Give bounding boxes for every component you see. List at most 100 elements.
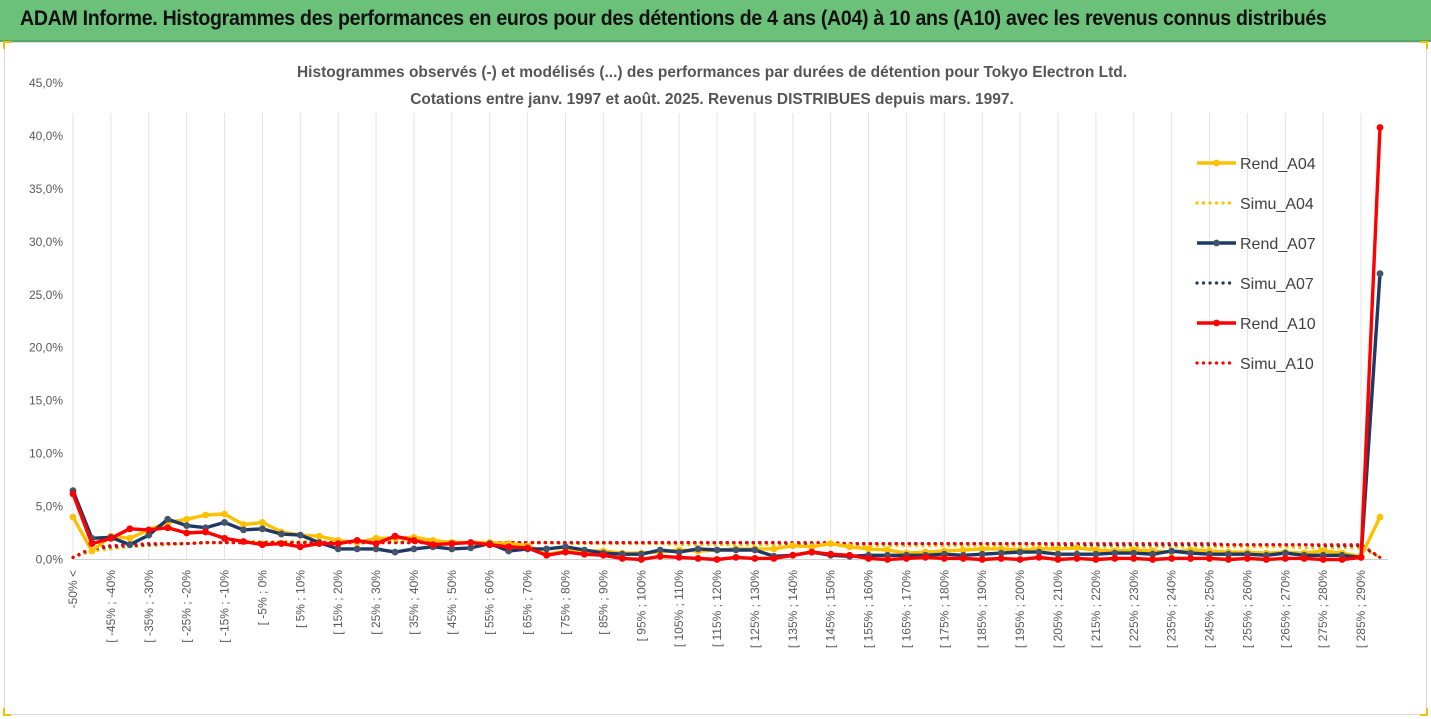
data-point-rend-a07 (145, 531, 153, 539)
x-tick-label: [ 155% ; 160% (862, 570, 876, 648)
legend: Rend_A04 Simu_A04 Rend_A07 Simu_A07 Rend_A10… (1195, 156, 1316, 373)
data-point-rend-a07 (732, 546, 740, 554)
x-tick-label: [ 115% ; 120% (710, 570, 724, 647)
data-point-rend-a10 (1262, 556, 1270, 563)
x-tick-label: [ 135% ; 140% (786, 570, 800, 648)
data-point-rend-a07 (1054, 550, 1062, 558)
data-point-rend-a07 (675, 548, 683, 556)
y-tick-label: 0,0% (36, 553, 64, 567)
data-point-rend-a07 (240, 526, 247, 534)
x-tick-label: [ 205% ; 210% (1051, 570, 1065, 648)
report-title: ADAM Informe. Histogrammes des performan… (20, 7, 1327, 30)
legend-item: Simu_A10 (1195, 356, 1314, 373)
data-point-rend-a07 (713, 546, 721, 554)
data-point-rend-a10 (1357, 553, 1365, 561)
x-tick-label: [ 285% ; 290% (1354, 570, 1368, 648)
data-point-rend-a04 (1054, 545, 1062, 553)
data-point-rend-a10 (789, 551, 797, 559)
x-tick-label: [ 125% ; 130% (748, 570, 762, 648)
legend-marker (1213, 239, 1220, 247)
data-point-rend-a07 (467, 544, 475, 552)
x-tick-label: [ 145% ; 150% (824, 570, 838, 648)
data-point-rend-a07 (353, 545, 361, 553)
legend-item: Simu_A04 (1195, 196, 1314, 213)
legend-marker (1213, 159, 1220, 167)
frame-corner-marker (3, 41, 11, 49)
x-tick-label: [ 245% ; 250% (1203, 570, 1217, 648)
data-point-rend-a04 (183, 515, 191, 523)
data-point-rend-a10 (997, 555, 1005, 562)
data-point-rend-a07 (694, 545, 702, 553)
x-tick-label: [ 165% ; 170% (899, 570, 913, 648)
frame-corner-marker (3, 708, 11, 716)
data-point-rend-a10 (221, 534, 228, 542)
x-tick-label: [ 255% ; 260% (1240, 570, 1254, 648)
x-tick-label: [ 65% ; 70% (521, 570, 535, 635)
data-point-rend-a07 (1111, 549, 1119, 557)
data-point-rend-a10 (467, 539, 475, 546)
x-tick-label: [ -25% ; -20% (180, 570, 194, 643)
x-axis: -50% < [ -45% ; -40% [ -35% ; -30% [ -25% ;… (66, 570, 1368, 648)
data-point-rend-a10 (1225, 556, 1232, 563)
data-point-rend-a10 (1168, 555, 1176, 562)
plot-area (69, 124, 1384, 563)
data-point-rend-a07 (997, 549, 1005, 557)
data-point-rend-a10 (353, 537, 361, 544)
data-point-rend-a07 (410, 545, 418, 553)
data-point-rend-a04 (372, 534, 380, 542)
data-point-rend-a04 (240, 521, 247, 528)
data-point-rend-a10 (959, 555, 967, 562)
data-point-rend-a07 (1376, 270, 1384, 277)
data-point-rend-a10 (1092, 556, 1100, 563)
data-point-rend-a04 (808, 543, 816, 551)
data-point-rend-a10 (903, 555, 910, 562)
data-point-rend-a07 (126, 541, 134, 549)
data-point-rend-a07 (543, 545, 550, 553)
data-point-rend-a10 (1319, 556, 1327, 563)
x-tick-label: [ 55% ; 60% (483, 570, 497, 635)
data-point-rend-a10 (1187, 555, 1194, 562)
series-line-simu-a10 (71, 540, 1382, 560)
data-point-rend-a10 (334, 540, 342, 548)
data-point-rend-a07 (1092, 550, 1100, 558)
data-point-rend-a07 (277, 530, 285, 538)
y-tick-label: 30,0% (29, 235, 63, 249)
data-point-rend-a10 (1244, 555, 1251, 562)
x-tick-label: -50% < (66, 570, 80, 608)
data-point-rend-a10 (846, 551, 854, 559)
y-tick-label: 10,0% (29, 447, 63, 461)
x-tick-label: [ 75% ; 80% (558, 570, 572, 635)
chart-subtitle: Cotations entre janv. 1997 et août. 2025… (410, 91, 1014, 108)
data-point-rend-a10 (240, 538, 247, 545)
data-point-rend-a10 (145, 526, 153, 534)
data-point-rend-a10 (69, 490, 77, 498)
x-tick-label: [ 95% ; 100% (634, 570, 648, 642)
data-point-rend-a07 (1168, 547, 1176, 555)
data-point-rend-a04 (88, 547, 96, 555)
data-point-rend-a07 (1130, 549, 1138, 557)
data-point-rend-a10 (751, 555, 759, 562)
data-point-rend-a04 (978, 545, 986, 553)
data-point-rend-a07 (164, 515, 172, 523)
data-point-rend-a04 (865, 545, 872, 553)
data-point-rend-a07 (1035, 548, 1043, 556)
data-point-rend-a10 (505, 543, 513, 551)
data-point-rend-a10 (277, 540, 285, 548)
data-point-rend-a10 (978, 556, 986, 563)
data-point-rend-a10 (1130, 555, 1138, 562)
data-point-rend-a07 (391, 548, 399, 556)
data-point-rend-a10 (1111, 555, 1119, 562)
data-point-rend-a07 (221, 519, 228, 526)
x-tick-label: [ 195% ; 200% (1013, 570, 1027, 648)
data-point-rend-a10 (372, 540, 380, 548)
series-line-simu-a04 (71, 539, 1382, 560)
series-line-rend-a07 (71, 273, 1382, 560)
data-point-rend-a07 (448, 545, 456, 553)
data-point-rend-a10 (562, 548, 569, 556)
data-point-rend-a07 (656, 546, 664, 554)
legend-label: Rend_A10 (1240, 316, 1316, 333)
data-point-rend-a07 (1187, 549, 1194, 557)
data-point-rend-a10 (637, 556, 645, 563)
data-point-rend-a10 (865, 555, 872, 562)
data-point-rend-a04 (69, 513, 77, 521)
